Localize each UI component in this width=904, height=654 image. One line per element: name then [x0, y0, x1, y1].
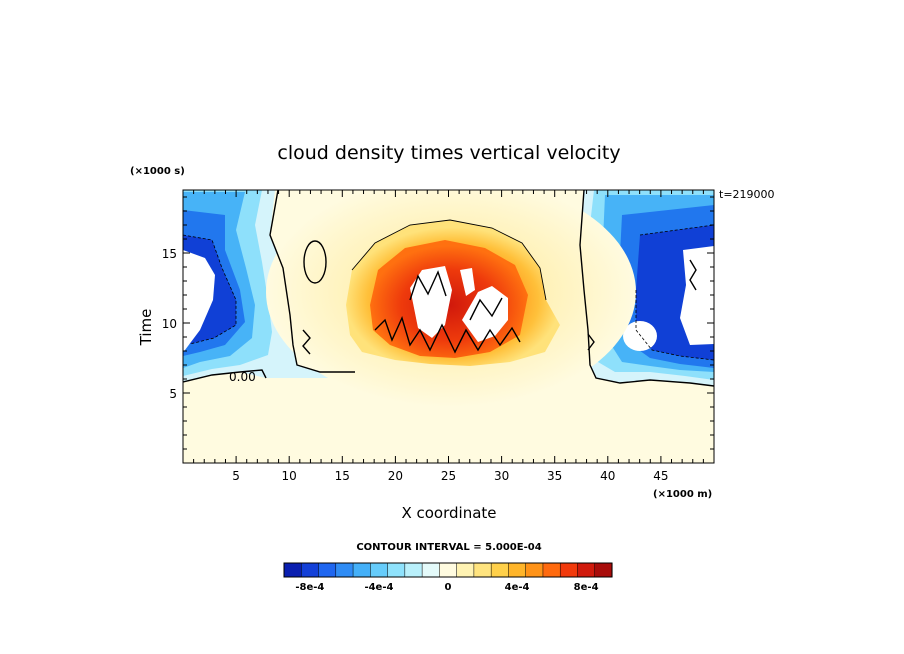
colorbar-swatch [490, 562, 509, 578]
colorbar-tick-label: 8e-4 [574, 582, 599, 593]
colorbar-tick-label: -4e-4 [364, 582, 393, 593]
colorbar-swatch [318, 562, 337, 578]
colorbar-tick-label: 0 [445, 582, 452, 593]
y-axis: 5 10 15 [162, 196, 714, 450]
x-tick-label: 25 [441, 469, 456, 483]
colorbar-swatch [473, 562, 492, 578]
colorbar-swatch [404, 562, 423, 578]
x-tick-label: 15 [335, 469, 350, 483]
y-tick-label: 5 [169, 387, 177, 401]
x-tick-label: 40 [600, 469, 615, 483]
colorbar-swatch [370, 562, 389, 578]
colorbar-tick-label: -8e-4 [295, 582, 324, 593]
chart-title: cloud density times vertical velocity [277, 142, 620, 164]
colorbar: -8e-4 -4e-4 0 4e-4 8e-4 [283, 562, 613, 593]
contour-interval-text: CONTOUR INTERVAL = 5.000E-04 [356, 542, 541, 553]
x-axis-label: X coordinate [401, 504, 496, 522]
x-tick-label: 35 [547, 469, 562, 483]
x-scale-label: (×1000 m) [653, 489, 712, 500]
x-tick-label: 5 [232, 469, 240, 483]
zero-contour-label: 0.00 [229, 370, 256, 384]
colorbar-swatch [542, 562, 561, 578]
y-scale-label: (×1000 s) [130, 166, 185, 177]
colorbar-tick-label: 4e-4 [505, 582, 530, 593]
colorbar-swatch [559, 562, 579, 578]
heatmap-field: 0.00 [183, 190, 714, 463]
colorbar-swatch [508, 562, 527, 578]
colorbar-swatch [456, 562, 475, 578]
y-axis-label: Time [137, 309, 155, 347]
y-tick-label: 10 [162, 317, 177, 331]
x-axis: 5 10 15 20 25 30 35 40 45 [193, 190, 704, 483]
colorbar-swatch [335, 562, 354, 578]
x-tick-label: 10 [282, 469, 297, 483]
time-stamp: t=219000 [719, 188, 775, 201]
colorbar-swatch [301, 562, 320, 578]
x-tick-label: 30 [494, 469, 509, 483]
colorbar-swatch [283, 562, 302, 578]
colorbar-swatch [439, 562, 458, 578]
y-tick-label: 15 [162, 247, 177, 261]
x-tick-label: 45 [653, 469, 668, 483]
colorbar-swatch [525, 562, 544, 578]
colorbar-frame [283, 562, 613, 578]
colorbar-swatch [352, 562, 371, 578]
x-tick-label: 20 [388, 469, 403, 483]
colorbar-swatch [594, 562, 613, 578]
colorbar-swatch [577, 562, 596, 578]
colorbar-swatch [421, 562, 440, 578]
colorbar-swatch [387, 562, 406, 578]
